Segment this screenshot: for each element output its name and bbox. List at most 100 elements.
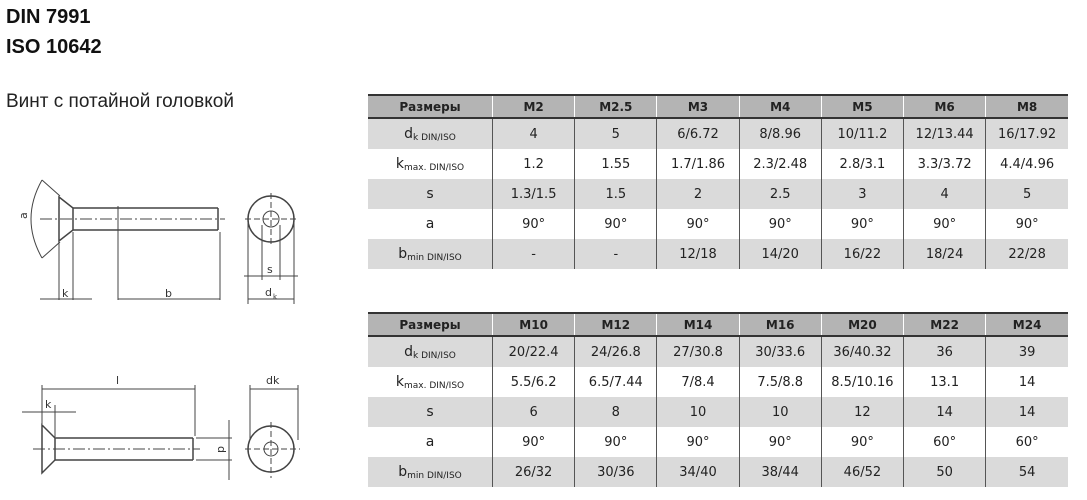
row-label: kmax. DIN/ISO	[368, 367, 493, 397]
label-dk: d	[265, 286, 272, 299]
label-dk-sub: k	[273, 293, 278, 301]
row-label-main: b	[398, 463, 408, 480]
column-header-size: M16	[738, 312, 822, 337]
table-cell: 5	[985, 179, 1068, 209]
table-row: kmax. DIN/ISO 1.2 1.55 1.7/1.86 2.3/2.48 2.8/…	[368, 149, 1068, 179]
product-title: Винт с потайной головкой	[6, 91, 234, 112]
table-cell: 90°	[491, 427, 575, 457]
screw-head-view-top	[244, 193, 298, 304]
table-cell: 20/22.4	[491, 336, 575, 367]
table-cell: 3	[820, 179, 904, 209]
table-cell: 5	[574, 118, 657, 149]
table-cell: 90°	[574, 209, 657, 239]
row-label-subscript: min DIN/ISO	[407, 470, 462, 481]
table-cell: 24/26.8	[574, 336, 657, 367]
column-header-sizes: Размеры	[368, 94, 493, 119]
table-cell: 3.3/3.72	[903, 149, 986, 179]
table-cell: 90°	[491, 209, 575, 239]
table-cell: 30/36	[574, 457, 657, 487]
label-s: s	[267, 263, 273, 276]
column-header-size: M10	[491, 312, 575, 337]
table-cell: 12/18	[656, 239, 740, 269]
column-header-size: M24	[985, 312, 1068, 337]
row-label: dk DIN/ISO	[368, 118, 493, 149]
table-cell: 10	[656, 397, 740, 427]
table-cell: 90°	[985, 209, 1068, 239]
table-row: kmax. DIN/ISO 5.5/6.2 6.5/7.44 7/8.4 7.5/8.8…	[368, 367, 1068, 397]
table-cell: 12/13.44	[903, 118, 986, 149]
table-cell: 8.5/10.16	[820, 367, 904, 397]
table-row: dk DIN/ISO 4 5 6/6.72 8/8.96 10/11.2 12/13.44 1…	[368, 118, 1068, 149]
column-header-size: M8	[985, 94, 1068, 119]
table-row: a 90° 90° 90° 90° 90° 60° 60°	[368, 427, 1068, 457]
table-cell: 90°	[820, 209, 904, 239]
table-cell: 18/24	[903, 239, 986, 269]
table-cell: 90°	[903, 209, 986, 239]
row-label: s	[368, 179, 493, 209]
row-label-main: k	[395, 155, 404, 172]
table-cell: 90°	[656, 427, 740, 457]
table-cell: 90°	[656, 209, 740, 239]
table-cell: 8	[574, 397, 657, 427]
table-cell: 1.5	[574, 179, 657, 209]
table-cell: 6	[491, 397, 575, 427]
table-cell: 6.5/7.44	[574, 367, 657, 397]
row-label: dk DIN/ISO	[368, 336, 493, 367]
table-cell: 90°	[574, 427, 657, 457]
column-header-sizes: Размеры	[368, 312, 493, 337]
screw-side-view-bottom	[22, 385, 232, 480]
table-cell: 90°	[820, 427, 904, 457]
table-cell: 5.5/6.2	[491, 367, 575, 397]
column-header-size: M22	[903, 312, 986, 337]
table-cell: 30/33.6	[738, 336, 822, 367]
column-header-size: M4	[738, 94, 822, 119]
row-label-main: d	[404, 343, 413, 360]
dimensions-table-m10-m24: Размеры M10 M12 M14 M16 M20 M22 M24 dk DIN/ISO 20…	[368, 312, 1068, 487]
table-cell: 4.4/4.96	[985, 149, 1068, 179]
table-cell: -	[574, 239, 657, 269]
table-header-row: Размеры M10 M12 M14 M16 M20 M22 M24	[368, 312, 1068, 337]
row-label-main: k	[395, 373, 404, 390]
table-cell: 7.5/8.8	[738, 367, 822, 397]
column-header-size: M2.5	[574, 94, 657, 119]
table-cell: 27/30.8	[656, 336, 740, 367]
table-row: s 6 8 10 10 12 14 14	[368, 397, 1068, 427]
table-row: s 1.3/1.5 1.5 2 2.5 3 4 5	[368, 179, 1068, 209]
table-cell: 2.3/2.48	[738, 149, 822, 179]
standard-iso: ISO 10642	[6, 36, 102, 58]
column-header-size: M5	[820, 94, 904, 119]
table-cell: 1.2	[491, 149, 575, 179]
column-header-size: M3	[656, 94, 740, 119]
row-label: kmax. DIN/ISO	[368, 149, 493, 179]
row-label: bmin DIN/ISO	[368, 457, 493, 487]
label-k2: k	[45, 398, 52, 411]
row-label-main: b	[398, 245, 408, 262]
table-row: bmin DIN/ISO - -12/18 14/20 16/22 18/24 22/28	[368, 239, 1068, 269]
label-l: l	[116, 374, 119, 387]
table-cell: 50	[903, 457, 986, 487]
table-cell: 12	[820, 397, 904, 427]
table-row: a 90° 90° 90° 90° 90° 90° 90°	[368, 209, 1068, 239]
screw-side-view-top	[30, 179, 225, 300]
table-cell: 36	[903, 336, 986, 367]
table-cell: 14	[903, 397, 986, 427]
table-cell: 16/22	[820, 239, 904, 269]
table-cell: 7/8.4	[656, 367, 740, 397]
table-cell: 60°	[903, 427, 986, 457]
table-cell: 14	[985, 367, 1068, 397]
table-cell: 14	[985, 397, 1068, 427]
screw-drawings: a k b s d k l k dk d	[17, 179, 300, 480]
table-cell: 1.3/1.5	[491, 179, 575, 209]
row-label-main: a	[425, 216, 435, 232]
row-label-subscript: max. DIN/ISO	[403, 380, 465, 391]
row-label: a	[368, 209, 493, 239]
table-row: bmin DIN/ISO 26/32 30/36 34/40 38/44 46/52 50 5…	[368, 457, 1068, 487]
row-label-subscript: k DIN/ISO	[413, 132, 456, 143]
table-cell: 2.5	[738, 179, 822, 209]
table-cell: 2	[656, 179, 740, 209]
column-header-size: M6	[903, 94, 986, 119]
table-cell: 46/52	[820, 457, 904, 487]
table-row: dk DIN/ISO 20/22.4 24/26.8 27/30.8 30/33.6 36…	[368, 336, 1068, 367]
row-label-subscript: max. DIN/ISO	[403, 162, 465, 173]
column-header-size: M20	[820, 312, 904, 337]
